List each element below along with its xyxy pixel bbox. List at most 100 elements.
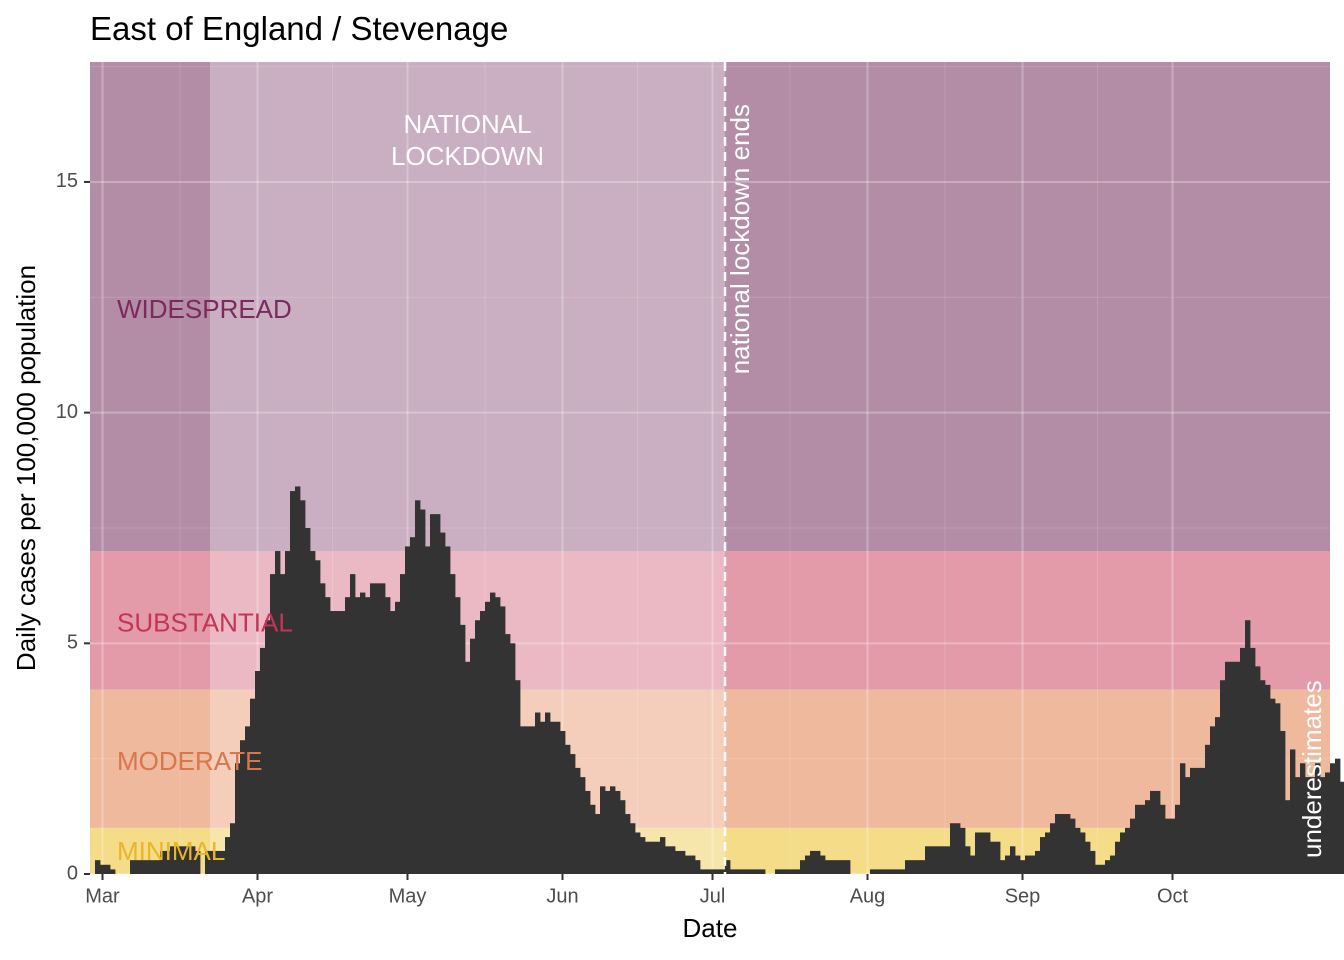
- case-bar: [555, 721, 561, 874]
- case-bar: [1025, 855, 1031, 874]
- y-tick-label: 10: [56, 401, 78, 423]
- case-bar: [1105, 860, 1111, 874]
- case-bar: [710, 869, 716, 874]
- case-bar: [1015, 855, 1021, 874]
- case-bar: [790, 869, 796, 874]
- case-bar: [320, 583, 326, 874]
- case-bar: [685, 855, 691, 874]
- case-bar: [1160, 804, 1166, 874]
- case-bar: [185, 846, 191, 874]
- case-bar: [1115, 841, 1121, 874]
- case-bar: [1290, 749, 1296, 874]
- case-bar: [275, 551, 281, 874]
- case-bar: [215, 850, 221, 874]
- x-tick-label: Mar: [85, 885, 120, 907]
- case-bar: [825, 860, 831, 874]
- case-bar: [935, 846, 941, 874]
- case-bar: [180, 846, 186, 874]
- y-axis-title: Daily cases per 100,000 population: [11, 265, 41, 671]
- underestimates-label: underestimates: [1297, 680, 1327, 858]
- case-bar: [585, 790, 591, 874]
- case-bars: [95, 486, 1344, 874]
- case-bar: [570, 754, 576, 874]
- case-bar: [155, 860, 161, 874]
- case-bar: [330, 611, 336, 874]
- case-bar: [895, 869, 901, 874]
- case-bar: [965, 846, 971, 874]
- lockdown-label-line2: LOCKDOWN: [391, 141, 544, 171]
- case-bar: [1020, 860, 1026, 874]
- case-bar: [1095, 864, 1101, 874]
- case-bar: [290, 491, 296, 874]
- case-bar: [130, 860, 136, 874]
- case-bar: [590, 804, 596, 874]
- band-label-widespread: WIDESPREAD: [117, 294, 292, 324]
- y-tick-label: 15: [56, 170, 78, 192]
- case-bar: [980, 832, 986, 874]
- case-bar: [785, 869, 791, 874]
- case-bar: [110, 869, 116, 874]
- band-label-minimal: MINIMAL: [117, 836, 225, 866]
- case-bar: [870, 869, 876, 874]
- case-bar: [225, 837, 231, 874]
- case-bar: [900, 869, 906, 874]
- case-bar: [515, 680, 521, 874]
- case-bar: [240, 740, 246, 874]
- case-bar: [440, 532, 446, 874]
- case-bar: [540, 721, 546, 874]
- case-bar: [990, 841, 996, 874]
- case-bar: [1335, 758, 1341, 874]
- case-bar: [960, 827, 966, 874]
- case-bar: [1315, 763, 1321, 874]
- case-bar: [390, 611, 396, 874]
- case-bar: [940, 846, 946, 874]
- case-bar: [1275, 703, 1281, 874]
- case-bar: [435, 514, 441, 874]
- case-bar: [365, 597, 371, 874]
- case-bar: [775, 869, 781, 874]
- case-bar: [395, 601, 401, 874]
- case-bar: [1125, 827, 1131, 874]
- case-bar: [1145, 800, 1151, 874]
- case-bar: [920, 860, 926, 874]
- case-bar: [950, 823, 956, 874]
- case-bar: [295, 486, 301, 874]
- case-bar: [95, 860, 101, 874]
- case-bar: [1320, 777, 1326, 874]
- case-bar: [635, 832, 641, 874]
- case-bar: [305, 527, 311, 874]
- case-bar: [205, 850, 211, 874]
- case-bar: [165, 850, 171, 874]
- case-bar: [735, 869, 741, 874]
- case-bar: [905, 860, 911, 874]
- case-bar: [1190, 767, 1196, 874]
- case-bar: [985, 832, 991, 874]
- case-bar: [1305, 777, 1311, 874]
- case-bar: [1245, 620, 1251, 874]
- case-bar: [235, 763, 241, 874]
- case-bar: [1285, 800, 1291, 874]
- case-bar: [1100, 864, 1106, 874]
- case-bar: [645, 841, 651, 874]
- case-bar: [425, 546, 431, 874]
- case-bar: [380, 583, 386, 874]
- axes: 0 5 10 15 Mar Apr May Jun Jul Aug Sep Oct Date Daily …: [11, 170, 1189, 943]
- case-bar: [1230, 661, 1236, 874]
- case-bar: [1240, 647, 1246, 874]
- case-bar: [620, 800, 626, 874]
- x-tick-label: Sep: [1005, 885, 1041, 907]
- case-bar: [910, 860, 916, 874]
- case-bar: [140, 860, 146, 874]
- case-bar: [1010, 846, 1016, 874]
- case-bar: [705, 869, 711, 874]
- case-bar: [250, 698, 256, 874]
- case-bar: [245, 726, 251, 874]
- case-bar: [1325, 772, 1331, 874]
- case-bar: [160, 850, 166, 874]
- case-bar: [820, 855, 826, 874]
- case-bar: [405, 546, 411, 874]
- case-bar: [1265, 684, 1271, 874]
- case-bar: [170, 846, 176, 874]
- case-bar: [1030, 855, 1036, 874]
